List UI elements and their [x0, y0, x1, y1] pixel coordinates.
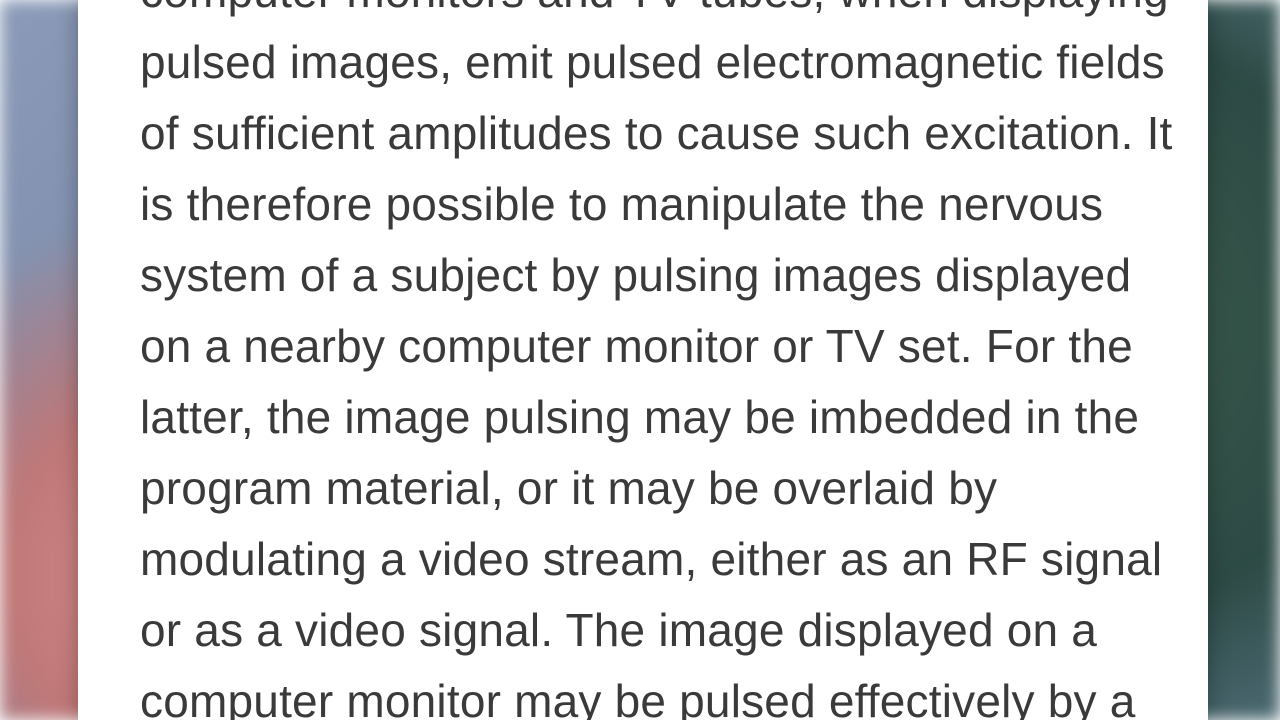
- document-body-text: computer monitors and TV tubes, when dis…: [140, 0, 1194, 720]
- document-page: computer monitors and TV tubes, when dis…: [78, 0, 1208, 720]
